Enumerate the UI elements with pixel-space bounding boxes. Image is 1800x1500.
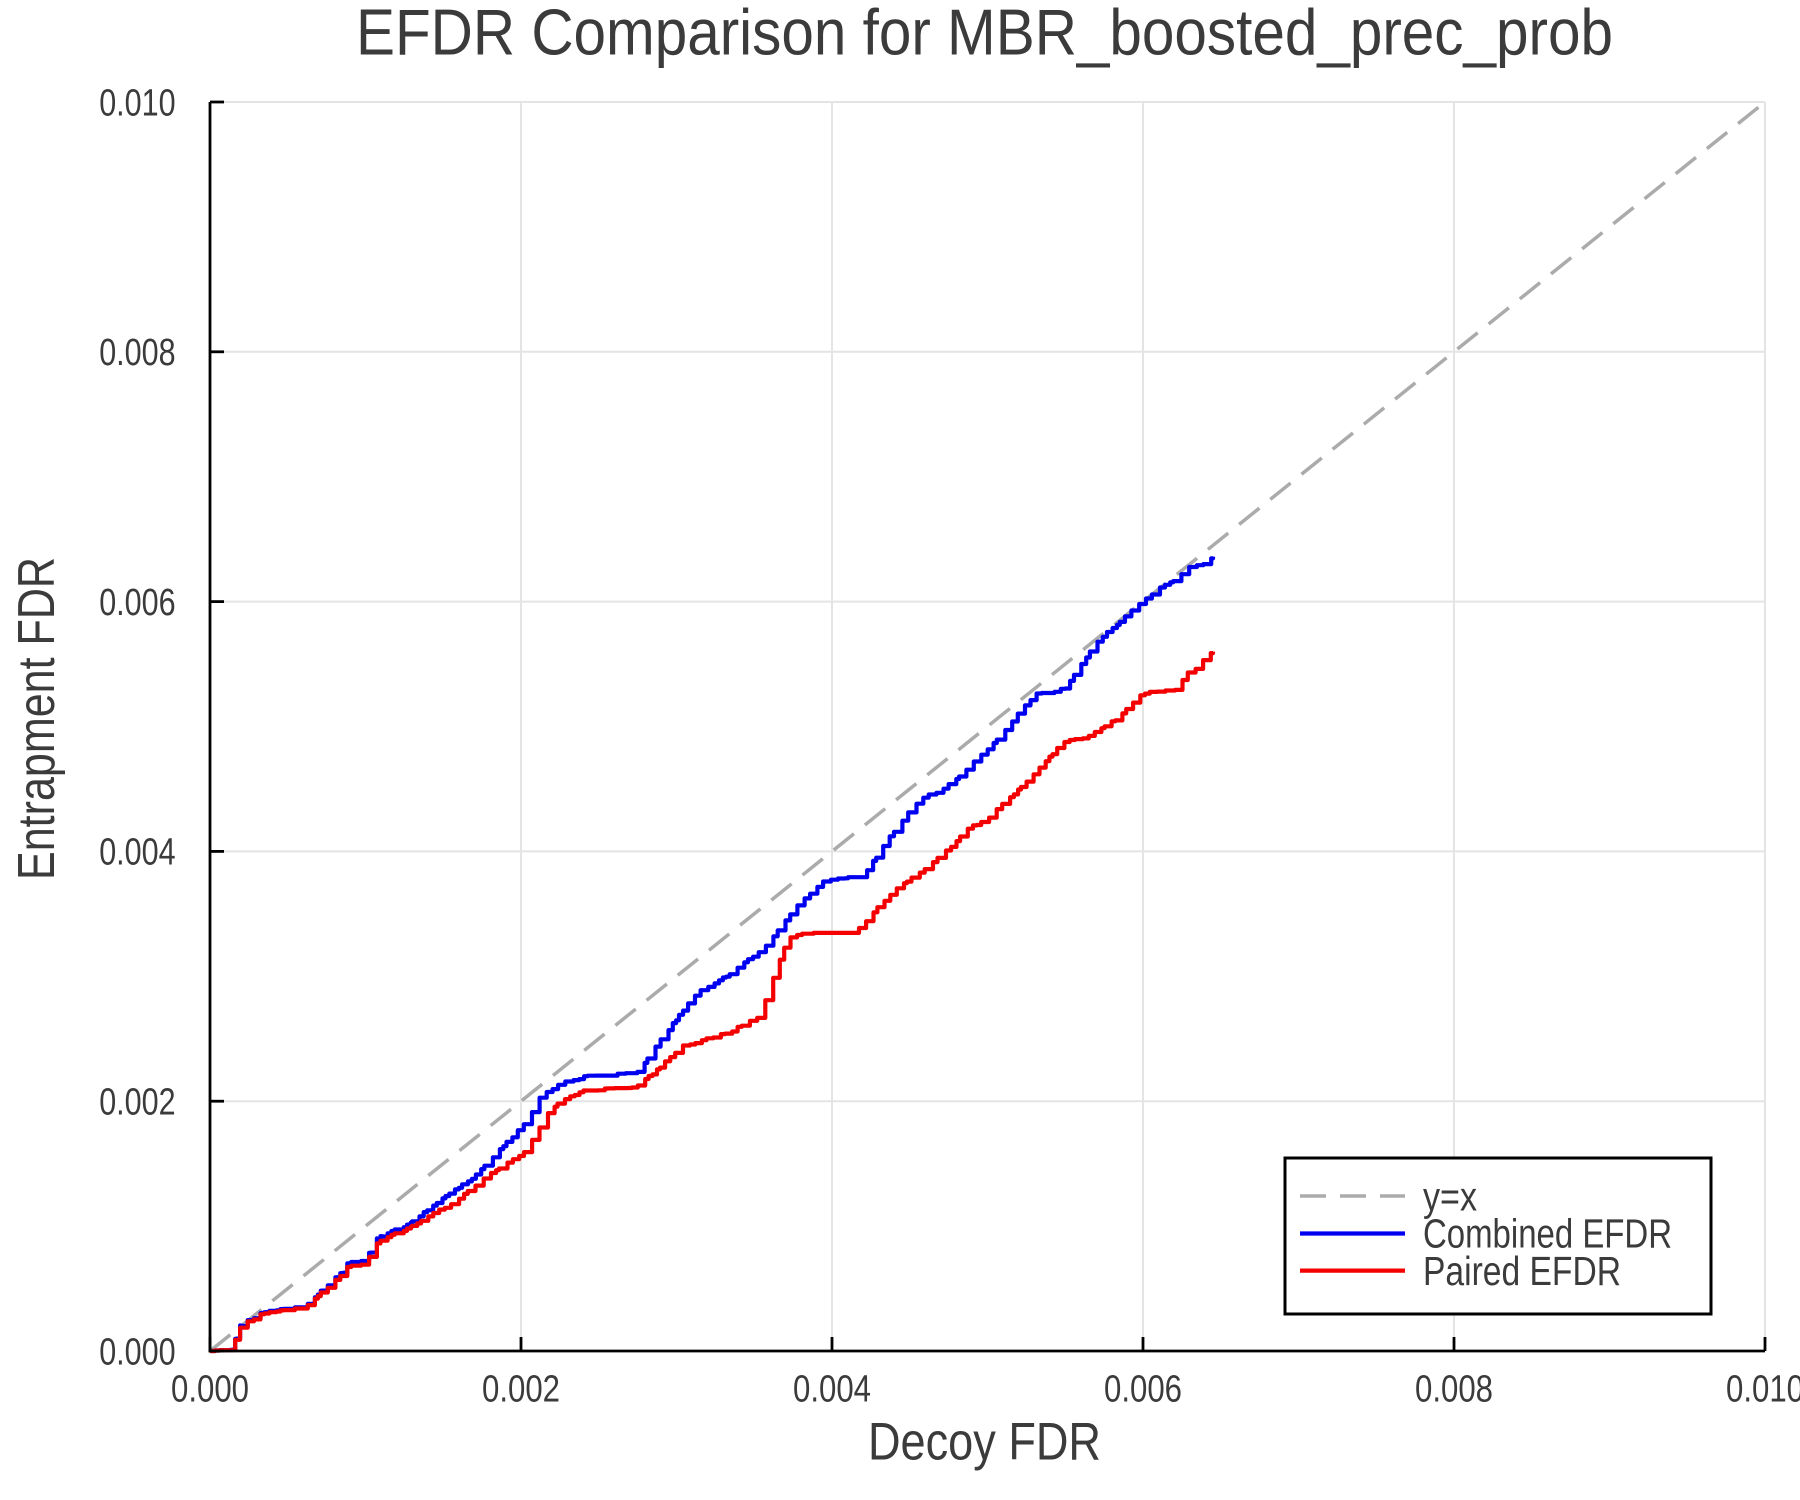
svg-text:0.006: 0.006 (1104, 1369, 1182, 1411)
svg-text:0.008: 0.008 (99, 332, 175, 374)
svg-text:Combined EFDR: Combined EFDR (1423, 1211, 1672, 1257)
svg-text:0.004: 0.004 (793, 1369, 871, 1411)
svg-text:Decoy FDR: Decoy FDR (868, 1413, 1101, 1472)
svg-text:0.010: 0.010 (1726, 1369, 1800, 1411)
svg-text:Paired EFDR: Paired EFDR (1423, 1248, 1621, 1294)
svg-text:0.002: 0.002 (99, 1082, 175, 1124)
svg-text:0.010: 0.010 (99, 82, 175, 124)
svg-text:0.002: 0.002 (482, 1369, 560, 1411)
svg-text:EFDR Comparison for MBR_booste: EFDR Comparison for MBR_boosted_prec_pro… (356, 0, 1613, 68)
svg-text:y=x: y=x (1423, 1174, 1477, 1220)
svg-text:0.008: 0.008 (1415, 1369, 1493, 1411)
svg-text:0.006: 0.006 (99, 582, 175, 624)
svg-text:0.004: 0.004 (99, 832, 175, 874)
svg-text:Entrapment FDR: Entrapment FDR (8, 557, 66, 880)
svg-text:0.000: 0.000 (99, 1331, 175, 1373)
svg-text:0.000: 0.000 (171, 1369, 249, 1411)
